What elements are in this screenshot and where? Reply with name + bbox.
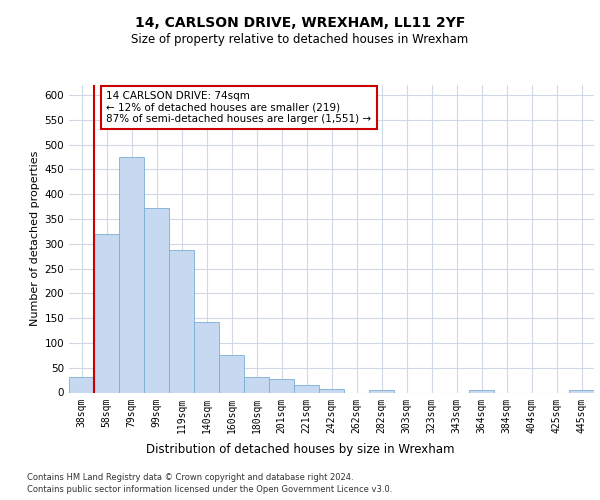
- Bar: [319, 388, 344, 392]
- Bar: [469, 390, 494, 392]
- Bar: [369, 390, 394, 392]
- Text: Contains HM Land Registry data © Crown copyright and database right 2024.: Contains HM Land Registry data © Crown c…: [27, 472, 353, 482]
- Bar: [144, 208, 169, 392]
- Bar: [94, 234, 119, 392]
- Bar: [194, 322, 219, 392]
- Text: 14 CARLSON DRIVE: 74sqm
← 12% of detached houses are smaller (219)
87% of semi-d: 14 CARLSON DRIVE: 74sqm ← 12% of detache…: [107, 91, 371, 124]
- Bar: [69, 376, 94, 392]
- Text: Contains public sector information licensed under the Open Government Licence v3: Contains public sector information licen…: [27, 485, 392, 494]
- Bar: [169, 250, 194, 392]
- Bar: [244, 377, 269, 392]
- Bar: [219, 356, 244, 393]
- Bar: [294, 385, 319, 392]
- Text: 14, CARLSON DRIVE, WREXHAM, LL11 2YF: 14, CARLSON DRIVE, WREXHAM, LL11 2YF: [135, 16, 465, 30]
- Text: Size of property relative to detached houses in Wrexham: Size of property relative to detached ho…: [131, 32, 469, 46]
- Bar: [569, 390, 594, 392]
- Bar: [119, 158, 144, 392]
- Y-axis label: Number of detached properties: Number of detached properties: [30, 151, 40, 326]
- Text: Distribution of detached houses by size in Wrexham: Distribution of detached houses by size …: [146, 442, 454, 456]
- Bar: [269, 378, 294, 392]
